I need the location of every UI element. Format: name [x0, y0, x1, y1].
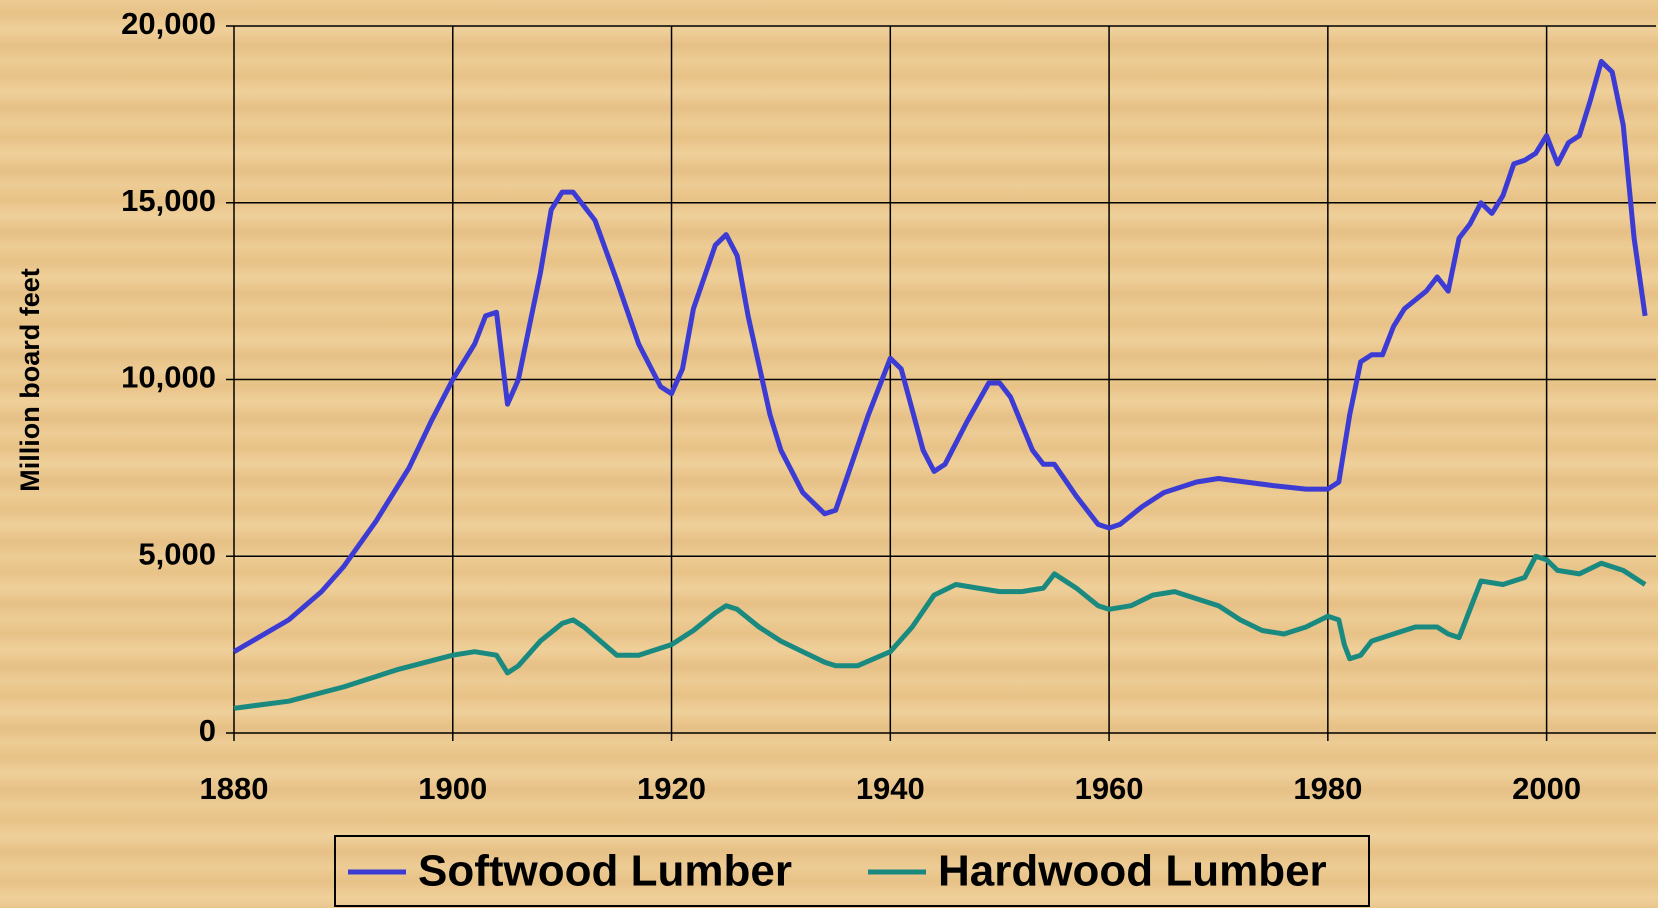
x-tick-label: 1900 [418, 771, 487, 806]
series-line [233, 553, 1647, 711]
series-line [232, 58, 1648, 654]
y-tick-label: 10,000 [121, 360, 216, 395]
x-tick-label: 1940 [856, 771, 925, 806]
x-tick-label: 1920 [637, 771, 706, 806]
y-tick-label: 0 [199, 713, 216, 748]
x-tick-label: 1980 [1293, 771, 1362, 806]
x-tick-label: 2000 [1512, 771, 1581, 806]
y-tick-label: 15,000 [121, 183, 216, 218]
legend-box [334, 835, 1370, 907]
y-tick-label: 5,000 [138, 536, 216, 571]
x-tick-label: 1960 [1075, 771, 1144, 806]
x-tick-label: 1880 [200, 771, 269, 806]
y-axis-label: Million board feet [15, 268, 45, 492]
legend-label: Softwood Lumber [418, 847, 792, 896]
legend-label: Hardwood Lumber [938, 847, 1327, 896]
y-tick-label: 20,000 [121, 6, 216, 41]
